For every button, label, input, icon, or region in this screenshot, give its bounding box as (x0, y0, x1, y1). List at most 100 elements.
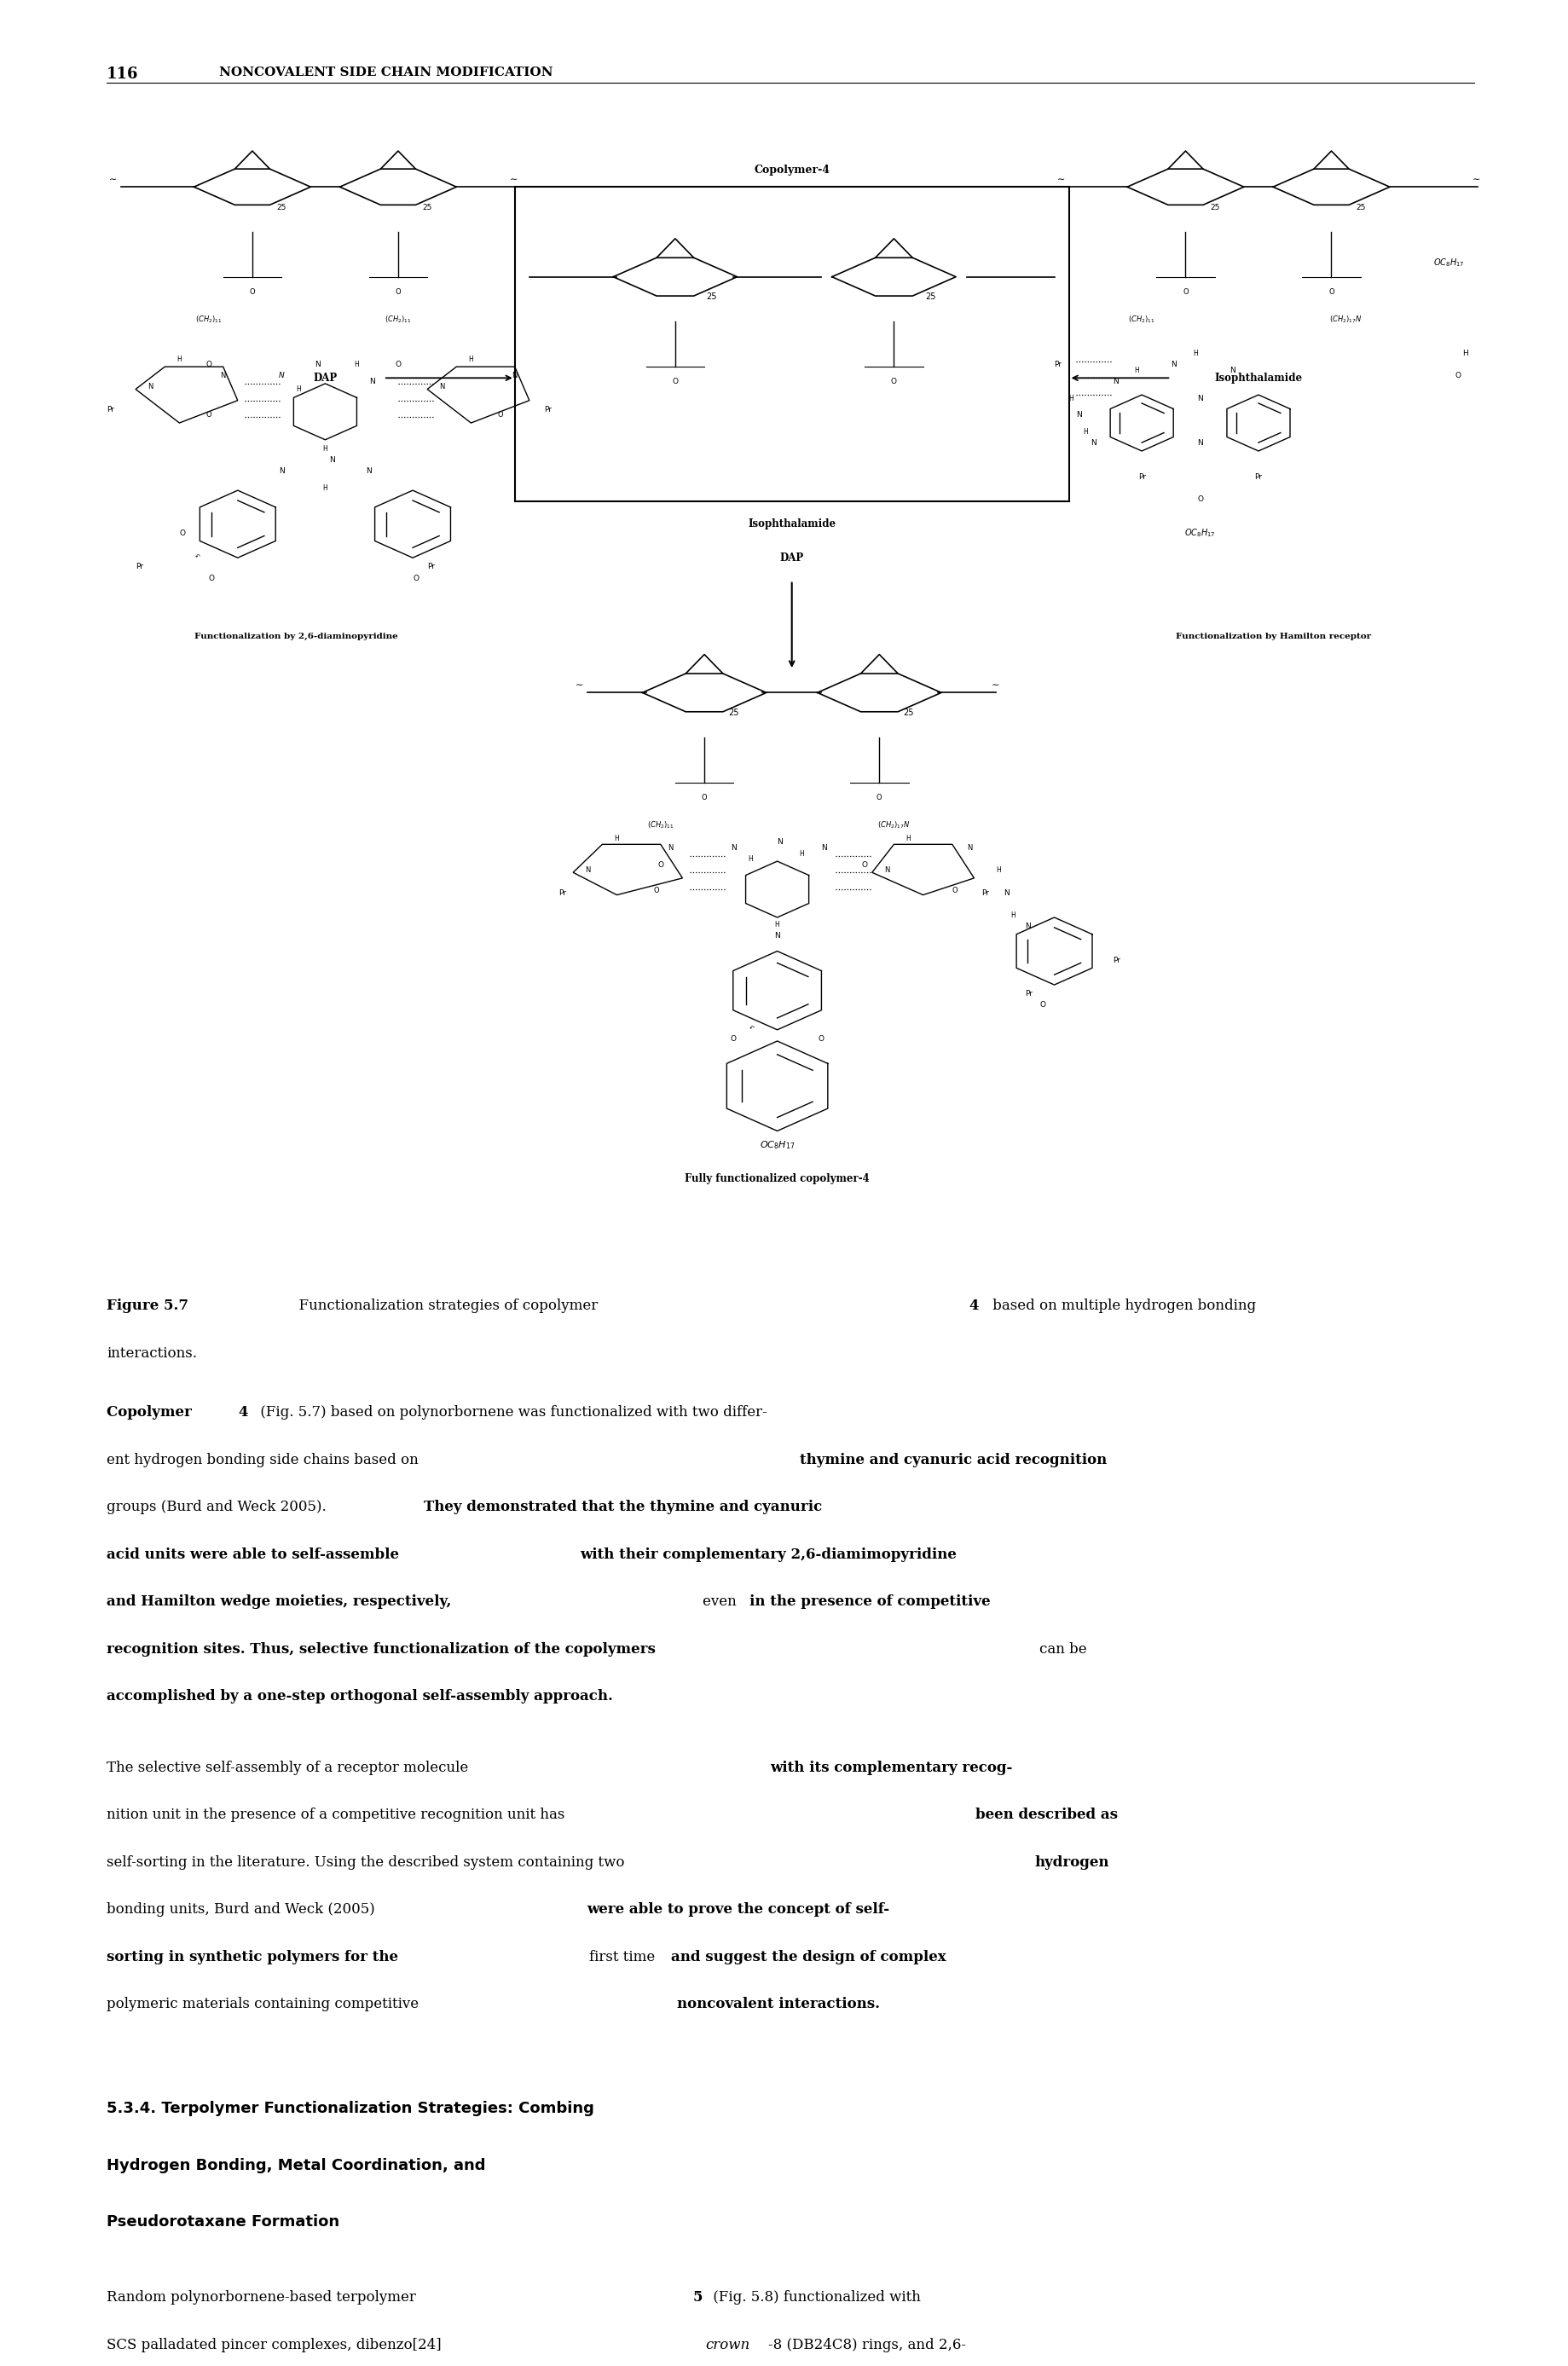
Text: N: N (884, 866, 889, 873)
Text: H: H (775, 920, 779, 927)
Text: $\sim$: $\sim$ (1054, 175, 1065, 182)
Text: N: N (147, 383, 154, 390)
Text: Pr: Pr (107, 405, 114, 414)
Text: O: O (395, 289, 401, 296)
Text: in the presence of competitive: in the presence of competitive (750, 1595, 991, 1609)
Text: $OC_8H_{17}$: $OC_8H_{17}$ (1433, 258, 1465, 270)
Text: $\sim$: $\sim$ (1469, 175, 1480, 182)
Text: and Hamilton wedge moieties, respectively,: and Hamilton wedge moieties, respectivel… (107, 1595, 456, 1609)
Text: crown: crown (706, 2338, 750, 2352)
Text: O: O (497, 412, 503, 419)
Text: Pr: Pr (136, 563, 143, 570)
Text: H: H (1069, 395, 1074, 402)
Text: O: O (1196, 494, 1203, 504)
Text: H: H (906, 835, 911, 842)
Text: self-sorting in the literature. Using the described system containing two: self-sorting in the literature. Using th… (107, 1855, 629, 1869)
Text: N: N (1171, 360, 1176, 369)
Text: groups (Burd and Weck 2005).: groups (Burd and Weck 2005). (107, 1500, 331, 1514)
Text: H: H (323, 445, 328, 452)
Text: even: even (702, 1595, 740, 1609)
Text: interactions.: interactions. (107, 1346, 198, 1360)
Text: sorting in synthetic polymers for the: sorting in synthetic polymers for the (107, 1950, 403, 1964)
Text: can be: can be (1040, 1642, 1087, 1656)
Text: accomplished by a one-step orthogonal self-assembly approach.: accomplished by a one-step orthogonal se… (107, 1689, 613, 1704)
Text: Functionalization strategies of copolymer: Functionalization strategies of copolyme… (290, 1299, 602, 1313)
Text: O: O (395, 360, 401, 369)
Text: H: H (296, 386, 301, 393)
Text: O: O (731, 1034, 737, 1043)
Text: DAP: DAP (314, 371, 337, 383)
Text: N: N (731, 845, 737, 852)
Text: $OC_8H_{17}$: $OC_8H_{17}$ (1184, 528, 1215, 539)
Text: Pr: Pr (426, 563, 434, 570)
Text: N: N (668, 845, 673, 852)
Text: been described as: been described as (975, 1808, 1118, 1822)
Text: Copolymer: Copolymer (107, 1405, 196, 1420)
Text: noncovalent interactions.: noncovalent interactions. (677, 1997, 880, 2011)
Text: acid units were able to self-assemble: acid units were able to self-assemble (107, 1547, 405, 1562)
Text: N: N (279, 468, 284, 476)
Text: H: H (177, 355, 182, 362)
Text: O: O (1182, 289, 1189, 296)
Text: $\sim$: $\sim$ (508, 175, 517, 182)
Text: 4: 4 (969, 1299, 978, 1313)
Text: O: O (701, 793, 707, 802)
Text: N: N (822, 845, 826, 852)
Text: O: O (952, 887, 958, 894)
Text: N: N (368, 379, 375, 386)
Text: DAP: DAP (779, 551, 804, 563)
Text: N: N (1025, 923, 1030, 930)
Text: based on multiple hydrogen bonding: based on multiple hydrogen bonding (988, 1299, 1256, 1313)
Text: hydrogen: hydrogen (1035, 1855, 1110, 1869)
Text: N: N (1091, 440, 1096, 447)
Text: H: H (469, 355, 474, 362)
Text: thymine and cyanuric acid recognition: thymine and cyanuric acid recognition (800, 1453, 1107, 1467)
Text: O: O (1040, 1001, 1046, 1008)
Text: O: O (412, 575, 419, 582)
Text: with its complementary recog-: with its complementary recog- (770, 1760, 1013, 1774)
Text: O: O (657, 861, 663, 868)
Text: N: N (967, 845, 972, 852)
Text: 5.3.4. Terpolymer Functionalization Strategies: Combing: 5.3.4. Terpolymer Functionalization Stra… (107, 2101, 594, 2115)
Text: H: H (323, 485, 328, 492)
Text: first time: first time (590, 1950, 660, 1964)
Text: 4: 4 (238, 1405, 248, 1420)
Text: Pr: Pr (1113, 956, 1120, 963)
Text: N: N (439, 383, 445, 390)
Text: Isophthalamide: Isophthalamide (1215, 371, 1303, 383)
Text: O: O (891, 379, 897, 386)
Text: ent hydrogen bonding side chains based on: ent hydrogen bonding side chains based o… (107, 1453, 423, 1467)
Text: Isophthalamide: Isophthalamide (748, 518, 836, 530)
Text: O: O (205, 412, 212, 419)
Text: Hydrogen Bonding, Metal Coordination, and: Hydrogen Bonding, Metal Coordination, an… (107, 2158, 486, 2172)
Text: H: H (996, 866, 1000, 873)
Text: H: H (800, 849, 804, 856)
Text: H: H (354, 360, 359, 369)
Text: 116: 116 (107, 66, 138, 80)
Text: Pr: Pr (558, 890, 566, 897)
Text: N: N (778, 838, 782, 847)
Text: O: O (654, 887, 659, 894)
Text: Pr: Pr (544, 405, 552, 414)
Text: H: H (1135, 367, 1140, 374)
Text: 25: 25 (1356, 203, 1366, 211)
Text: O: O (209, 575, 215, 582)
Text: O: O (205, 360, 212, 369)
Text: 25: 25 (706, 293, 717, 300)
Text: with their complementary 2,6-diamimopyridine: with their complementary 2,6-diamimopyri… (580, 1547, 956, 1562)
Text: O: O (862, 861, 867, 868)
Text: H: H (748, 854, 753, 864)
Text: N: N (221, 371, 226, 379)
Text: 25: 25 (728, 707, 739, 717)
Text: 25: 25 (903, 707, 914, 717)
Text: O: O (818, 1034, 825, 1043)
Text: nition unit in the presence of a competitive recognition unit has: nition unit in the presence of a competi… (107, 1808, 569, 1822)
Text: N: N (279, 371, 284, 379)
Text: Pr: Pr (1254, 473, 1262, 480)
Text: N: N (585, 866, 591, 873)
Text: N: N (1198, 395, 1203, 402)
Text: N: N (513, 371, 517, 379)
Text: O: O (673, 379, 679, 386)
Text: Random polynorbornene-based terpolymer: Random polynorbornene-based terpolymer (107, 2290, 420, 2304)
Text: Pr: Pr (1054, 360, 1062, 369)
